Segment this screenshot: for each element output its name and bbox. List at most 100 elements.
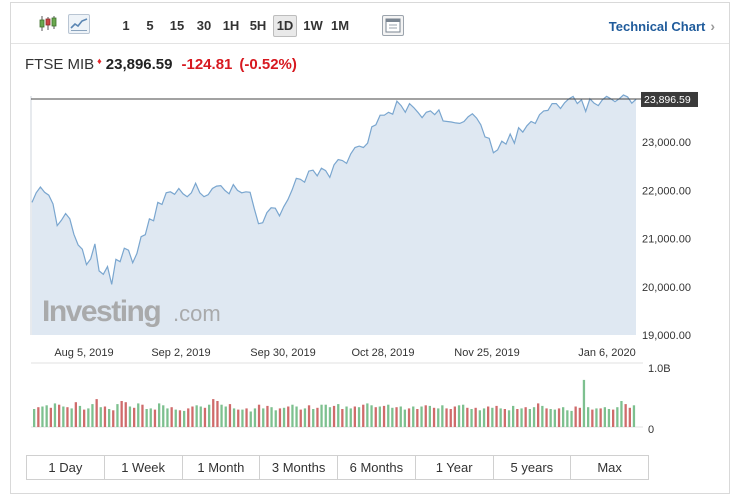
volume-axis-zero-label: 0 — [648, 424, 654, 436]
volume-bar — [457, 405, 461, 427]
volume-bar — [295, 406, 298, 427]
range-1-year[interactable]: 1 Year — [416, 456, 494, 479]
volume-bar — [37, 407, 40, 427]
technical-chart-link[interactable]: Technical Chart › — [609, 18, 715, 34]
volume-bar — [437, 408, 440, 427]
volume-bar — [466, 407, 469, 427]
volume-bar — [399, 406, 402, 427]
timeframe-15min[interactable]: 15 — [169, 18, 185, 33]
settings-panel-icon[interactable] — [382, 15, 404, 36]
last-price: 23,896.59 — [105, 56, 173, 73]
volume-bar — [320, 404, 323, 427]
volume-bar — [507, 410, 511, 427]
volume-bar — [287, 406, 290, 427]
volume-bar — [324, 404, 327, 427]
volume-bar — [499, 408, 502, 427]
candlestick-icon[interactable] — [37, 14, 59, 34]
volume-bar — [582, 379, 586, 427]
chart-toolbar: 1 5 15 30 1H 5H 1D 1W 1M Technical Chart… — [11, 3, 729, 44]
volume-bar — [591, 409, 594, 427]
volume-bar — [491, 407, 494, 427]
volume-bar — [449, 409, 452, 427]
price-area-fill — [32, 95, 636, 335]
volume-bar — [33, 409, 36, 427]
price-chart[interactable]: Investing .com 23,896.59 23,000.00 22,000.… — [11, 3, 729, 453]
volume-bar — [74, 402, 77, 427]
volume-bar — [149, 408, 152, 427]
volume-bar — [524, 407, 527, 427]
volume-bar — [249, 411, 252, 427]
timeframe-5min[interactable]: 5 — [146, 18, 154, 33]
volume-bar — [266, 405, 269, 427]
volume-bar — [341, 409, 344, 427]
volume-bar — [478, 410, 481, 427]
range-3-months[interactable]: 3 Months — [260, 456, 338, 479]
price-change: -124.81 — [181, 56, 233, 73]
investing-watermark: Investing .com — [42, 295, 221, 328]
volume-bar — [203, 407, 207, 427]
volume-bar — [403, 409, 406, 427]
volume-bar — [270, 407, 273, 427]
range-5-years[interactable]: 5 years — [494, 456, 572, 479]
volume-bar — [83, 409, 86, 427]
delayed-data-marker-icon: ♦ — [97, 56, 102, 66]
volume-bar — [262, 408, 265, 427]
volume-bar — [91, 404, 94, 427]
volume-bar — [395, 407, 398, 427]
volume-bar — [49, 407, 52, 427]
volume-bar — [162, 405, 165, 427]
timeframe-1d[interactable]: 1D — [273, 15, 297, 37]
volume-bar — [562, 407, 565, 427]
timeframe-5h[interactable]: 5H — [249, 18, 267, 33]
volume-bar — [474, 407, 477, 427]
volume-bar — [166, 408, 169, 427]
volume-bar — [183, 410, 186, 427]
range-6-months[interactable]: 6 Months — [338, 456, 416, 479]
timeframe-1w[interactable]: 1W — [303, 18, 323, 33]
volume-bar — [120, 401, 123, 427]
volume-bar — [545, 408, 548, 427]
instrument-name: FTSE MIB — [25, 56, 95, 73]
volume-bar — [537, 403, 540, 427]
volume-bar — [274, 410, 277, 427]
y-tick-label: 20,000.00 — [642, 282, 691, 294]
volume-bar — [512, 405, 515, 427]
range-1-week[interactable]: 1 Week — [105, 456, 183, 479]
volume-axis-max-label: 1.0B — [648, 363, 671, 375]
timeframe-30min[interactable]: 30 — [196, 18, 212, 33]
volume-bar — [424, 405, 427, 427]
volume-bar — [187, 408, 190, 427]
volume-bar — [220, 404, 223, 427]
x-tick-label: Oct 28, 2019 — [352, 347, 415, 359]
volume-bar — [178, 410, 182, 427]
volume-bar — [503, 409, 506, 427]
range-1-month[interactable]: 1 Month — [183, 456, 261, 479]
volume-bar — [78, 405, 82, 427]
volume-bar — [212, 399, 215, 427]
volume-bar — [382, 405, 386, 427]
volume-bar — [253, 408, 257, 427]
volume-bar — [158, 403, 161, 427]
timeframe-1h[interactable]: 1H — [222, 18, 240, 33]
volume-bar — [195, 405, 198, 427]
volume-bar — [516, 409, 519, 427]
volume-bar — [362, 404, 365, 427]
timeframe-1min[interactable]: 1 — [122, 18, 130, 33]
x-tick-label: Sep 2, 2019 — [151, 347, 210, 359]
volume-bar — [299, 409, 302, 427]
timeframe-1m[interactable]: 1M — [330, 18, 350, 33]
range-1-day[interactable]: 1 Day — [27, 456, 105, 479]
volume-bar — [174, 409, 177, 427]
volume-bar — [237, 409, 240, 427]
price-series-line — [31, 94, 637, 285]
line-chart-icon[interactable] — [68, 14, 90, 34]
y-tick-label: 19,000.00 — [642, 330, 691, 342]
range-max[interactable]: Max — [597, 460, 622, 475]
volume-bar — [133, 407, 136, 427]
watermark-investing-text: Investing — [42, 295, 160, 328]
volume-bar — [632, 405, 636, 427]
volume-bar — [41, 406, 44, 427]
volume-bar — [257, 404, 261, 427]
x-tick-label: Aug 5, 2019 — [54, 347, 113, 359]
volume-bar — [95, 399, 98, 427]
